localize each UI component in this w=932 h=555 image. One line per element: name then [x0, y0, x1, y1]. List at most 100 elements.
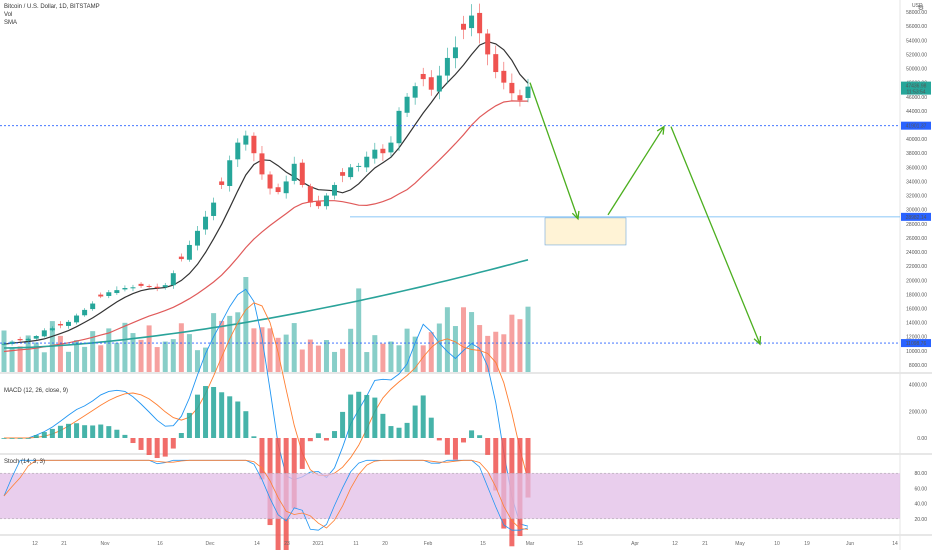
time-tick-label: Dec — [206, 541, 215, 547]
candle-body — [291, 163, 297, 181]
candle-body — [364, 156, 370, 168]
price-tick-label: 36000.00 — [906, 165, 927, 171]
candle-body — [194, 230, 200, 246]
price-tag-high-text: 41901.37 — [906, 124, 927, 130]
volume-bar — [33, 342, 39, 372]
candle-body — [469, 15, 475, 29]
candle-body — [283, 181, 289, 194]
volume-bar — [235, 312, 241, 372]
volume-bar — [517, 319, 523, 372]
candle-body — [493, 54, 499, 73]
price-tag-mid-text: 28982.14 — [906, 215, 927, 221]
candle-body — [178, 256, 184, 260]
macd-histogram-bar — [315, 433, 321, 438]
price-tick-label: 52000.00 — [906, 52, 927, 58]
countdown-text: 11:53:54 — [906, 90, 925, 96]
arrow-down-1-head — [571, 210, 580, 221]
volume-bar — [251, 328, 257, 372]
macd-histogram-bar — [243, 411, 249, 438]
candle-body — [307, 186, 313, 203]
volume-bar — [82, 346, 88, 372]
volume-bar — [146, 325, 152, 372]
candle-body — [25, 338, 31, 341]
candle-body — [211, 202, 217, 216]
price-tick-label: 12000.00 — [906, 335, 927, 341]
candle-body — [90, 303, 96, 310]
macd-histogram-bar — [186, 412, 192, 438]
price-tag-low — [901, 339, 931, 348]
price-tick-label: 58000.00 — [906, 10, 927, 16]
volume-bar — [170, 339, 176, 372]
price-tick-label: 18000.00 — [906, 292, 927, 298]
volume-bar — [291, 323, 297, 372]
volume-bar — [364, 352, 370, 372]
price-tag-last-text: 47436.98 — [906, 84, 927, 90]
candle-body — [57, 323, 63, 326]
macd-histogram-bar — [57, 425, 63, 438]
arrow-up-head — [656, 125, 665, 135]
macd-histogram-bar — [323, 438, 329, 441]
macd-histogram-bar — [170, 438, 176, 449]
volume-bar — [315, 345, 321, 372]
price-tick-label: 56000.00 — [906, 24, 927, 30]
price-tick-label: 8000.00 — [909, 363, 927, 369]
volume-bar — [9, 347, 15, 372]
candle-body — [517, 95, 523, 101]
volume-bar — [243, 277, 249, 372]
macd-histogram-bar — [25, 438, 31, 439]
currency-label: USD — [912, 3, 923, 9]
candle-body — [243, 135, 249, 145]
macd-histogram-bar — [9, 438, 15, 439]
volume-bar — [138, 339, 144, 372]
candle-body — [227, 160, 233, 187]
volume-bar — [307, 339, 313, 372]
macd-histogram-bar — [122, 434, 128, 438]
price-tick-label: 24000.00 — [906, 250, 927, 256]
candle-body — [17, 339, 23, 341]
candle-body — [138, 283, 144, 286]
price-tick-label: 22000.00 — [906, 264, 927, 270]
volume-bar — [227, 315, 233, 372]
volume-bar — [219, 320, 225, 372]
volume-bar — [452, 326, 458, 372]
volume-bar — [194, 350, 200, 372]
volume-bar — [420, 345, 426, 372]
candle-body — [436, 75, 442, 92]
macd-histogram-bar — [259, 438, 265, 480]
sma-slow-line — [3, 259, 529, 349]
gear-icon[interactable]: ⚙ — [917, 4, 924, 12]
macd-histogram-bar — [404, 422, 410, 438]
price-tick-label: 54000.00 — [906, 38, 927, 44]
time-tick-label: 12 — [672, 541, 678, 547]
volume-bar — [283, 334, 289, 372]
price-tag-high — [901, 121, 931, 130]
price-tag-last — [901, 81, 931, 95]
volume-bar — [57, 335, 63, 372]
time-tick-label: 15 — [577, 541, 583, 547]
volume-bar — [501, 334, 507, 372]
candle-body — [452, 47, 458, 59]
price-tick-label: 26000.00 — [906, 236, 927, 242]
time-tick-label: 23 — [284, 541, 290, 547]
candle-body — [114, 290, 120, 294]
time-tick-label: 21 — [702, 541, 708, 547]
volume-bar — [162, 341, 168, 372]
macd-histogram-bar — [307, 438, 313, 442]
time-tick-label: Mar — [526, 541, 535, 547]
volume-bar — [267, 328, 273, 372]
volume-bar — [41, 352, 47, 372]
volume-bar — [436, 323, 442, 372]
time-tick-label: Jun — [846, 541, 854, 547]
candle-body — [356, 165, 362, 167]
candle-body — [428, 77, 434, 90]
macd-histogram-bar — [90, 425, 96, 438]
volume-bar — [340, 348, 346, 372]
macd-histogram-bar — [436, 438, 442, 441]
volume-bar — [525, 306, 531, 372]
time-tick-label: 10 — [774, 541, 780, 547]
macd-histogram-bar — [485, 438, 491, 455]
macd-histogram-bar — [154, 438, 160, 459]
price-tick-label: 28000.00 — [906, 222, 927, 228]
